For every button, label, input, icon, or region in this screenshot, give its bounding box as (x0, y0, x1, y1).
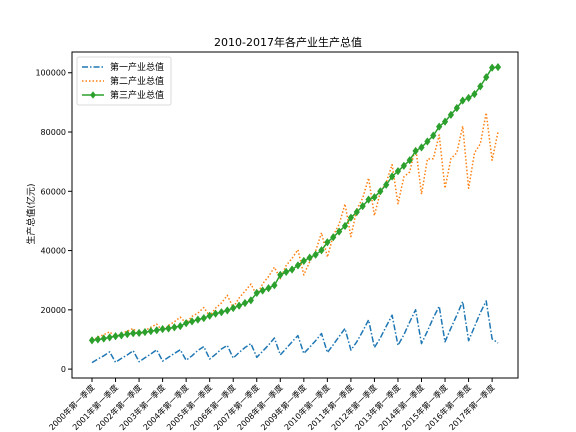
data-point (259, 286, 266, 295)
data-point (435, 122, 443, 131)
data-point (400, 161, 408, 171)
data-point (294, 261, 302, 270)
data-point (335, 227, 343, 236)
data-point (283, 267, 290, 277)
data-point (218, 307, 225, 317)
y-axis: 0 20000 40000 60000 80000 100000 (35, 69, 72, 374)
y-tick-label: 100000 (35, 69, 66, 78)
data-point (488, 63, 496, 72)
data-point (177, 321, 184, 331)
data-point (224, 306, 231, 315)
data-point (353, 207, 360, 217)
data-point (430, 131, 437, 140)
data-point (124, 329, 131, 339)
legend-box (76, 56, 172, 106)
data-point (412, 146, 419, 156)
series-line-1 (91, 300, 499, 364)
data-point (341, 221, 349, 231)
y-tick-label: 60000 (41, 187, 66, 196)
series-layer (88, 62, 502, 364)
data-point (212, 309, 219, 318)
data-point (112, 331, 119, 341)
data-point (324, 238, 331, 247)
data-point (477, 82, 484, 91)
data-point (271, 281, 278, 290)
data-point (106, 333, 113, 342)
y-tick-label: 40000 (41, 247, 66, 256)
data-point (347, 213, 355, 222)
data-point (235, 301, 243, 310)
data-point (300, 256, 307, 266)
data-point (159, 324, 166, 334)
data-point (365, 195, 372, 204)
y-tick-label: 80000 (41, 128, 66, 137)
data-point (288, 265, 296, 274)
data-point (171, 323, 178, 332)
series-line-2 (91, 112, 499, 342)
data-point (241, 298, 249, 308)
data-point (453, 103, 460, 113)
data-point (441, 117, 449, 126)
data-point (447, 110, 455, 120)
data-point (312, 250, 319, 259)
y-axis-label: 生产总值(亿元) (25, 183, 37, 244)
data-point (371, 193, 378, 202)
legend-label: 第二产业总值 (110, 75, 164, 87)
legend-label: 第一产业总值 (110, 61, 164, 73)
data-point (359, 201, 366, 211)
data-point (200, 313, 207, 323)
data-point (153, 326, 160, 335)
plot-area (71, 51, 519, 379)
data-point (418, 143, 425, 152)
data-point (406, 155, 413, 165)
data-point (188, 317, 196, 326)
data-point (383, 180, 390, 189)
data-point (100, 334, 107, 343)
data-point (130, 329, 137, 338)
data-point (165, 324, 172, 333)
legend-label: 第三产业总值 (110, 89, 164, 101)
chart-title: 2010-2017年各产业生产总值 (214, 35, 362, 49)
data-point (194, 315, 202, 324)
data-point (465, 93, 472, 103)
data-point (459, 96, 466, 105)
data-point (265, 283, 272, 293)
data-point (147, 326, 155, 336)
x-axis: 2000年第一季度2001年第一季度2002年第一季度2003年第一季度2004… (47, 378, 497, 432)
data-point (118, 331, 125, 340)
data-point (182, 318, 190, 328)
data-point (388, 172, 396, 181)
data-point (141, 327, 149, 337)
data-point (135, 328, 143, 338)
data-point (306, 253, 313, 262)
data-point (94, 335, 102, 344)
data-point (494, 62, 502, 72)
data-point (394, 166, 402, 176)
data-point (247, 296, 255, 305)
series-line-3 (91, 66, 499, 342)
legend-marker (90, 91, 96, 99)
data-point (377, 187, 384, 196)
data-point (318, 246, 325, 255)
data-point (424, 137, 431, 146)
data-point (471, 89, 478, 99)
data-point (483, 72, 490, 82)
data-point (206, 311, 213, 320)
data-point (253, 288, 260, 298)
y-tick-label: 0 (61, 365, 66, 374)
data-point (230, 303, 237, 313)
y-tick-label: 20000 (41, 306, 66, 315)
data-point (330, 233, 337, 242)
data-point (277, 270, 284, 280)
data-point (88, 336, 96, 345)
